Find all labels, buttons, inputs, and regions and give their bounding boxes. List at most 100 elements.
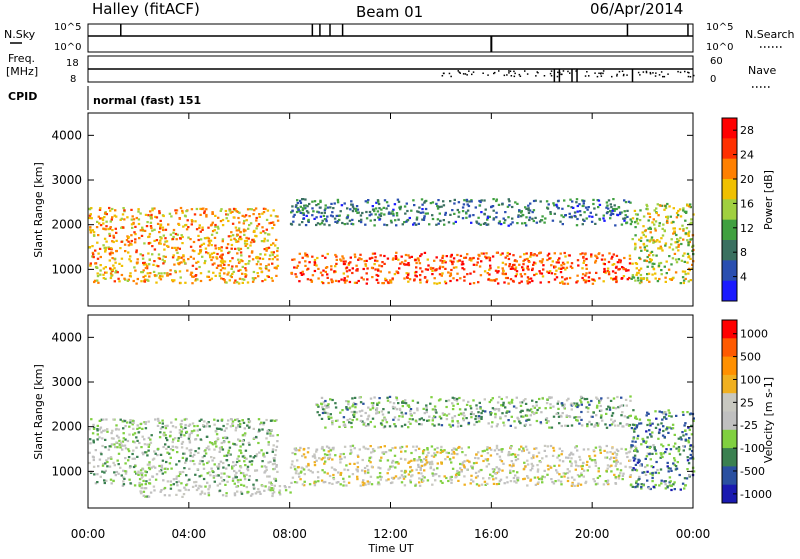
data-cell	[247, 227, 250, 230]
data-cell	[550, 272, 554, 275]
data-cell	[363, 470, 367, 473]
data-cell	[364, 223, 367, 226]
data-cell	[346, 418, 349, 422]
data-cell	[238, 425, 242, 428]
data-cell	[606, 204, 609, 207]
data-cell	[204, 247, 208, 250]
nave-point	[693, 74, 695, 77]
data-cell	[626, 209, 629, 212]
data-cell	[240, 254, 243, 257]
data-cell	[435, 202, 438, 205]
data-cell	[109, 478, 113, 481]
data-cell	[501, 203, 504, 206]
data-cell	[480, 252, 483, 255]
data-cell	[346, 222, 349, 225]
data-cell	[265, 218, 269, 221]
data-cell	[123, 477, 126, 480]
data-cell	[633, 423, 636, 427]
data-cell	[477, 417, 480, 420]
data-cell	[631, 262, 634, 265]
data-cell	[209, 256, 212, 259]
data-cell	[109, 226, 112, 229]
data-cell	[495, 198, 498, 201]
data-cell	[159, 225, 162, 228]
data-cell	[221, 240, 224, 243]
data-cell	[122, 444, 125, 447]
data-cell	[450, 452, 454, 455]
data-cell	[477, 451, 480, 454]
data-cell	[472, 270, 476, 273]
data-cell	[500, 460, 504, 463]
data-cell	[466, 468, 469, 471]
data-cell	[424, 200, 427, 203]
data-cell	[102, 267, 105, 270]
data-cell	[422, 407, 425, 410]
data-cell	[688, 428, 691, 431]
data-cell	[677, 239, 681, 242]
data-cell	[495, 483, 499, 486]
data-cell	[180, 256, 183, 259]
data-cell	[413, 458, 416, 461]
data-cell	[635, 417, 638, 420]
data-cell	[350, 421, 353, 425]
data-cell	[327, 457, 330, 460]
data-cell	[140, 271, 143, 274]
data-cell	[681, 411, 685, 414]
data-cell	[569, 460, 572, 463]
data-cell	[549, 466, 553, 469]
data-cell	[324, 411, 327, 414]
data-cell	[562, 406, 566, 409]
data-cell	[415, 275, 418, 278]
data-cell	[486, 459, 489, 462]
data-cell	[656, 423, 660, 426]
data-cell	[526, 265, 529, 268]
data-cell	[490, 412, 493, 415]
data-cell	[555, 261, 558, 264]
data-cell	[664, 276, 667, 279]
data-cell	[415, 270, 418, 274]
colorbar-segment	[722, 138, 737, 160]
data-cell	[154, 466, 157, 469]
data-cell	[661, 445, 665, 448]
data-cell	[402, 262, 406, 265]
data-cell	[165, 437, 168, 440]
data-cell	[536, 464, 539, 467]
data-cell	[692, 470, 696, 473]
data-cell	[522, 399, 526, 402]
data-cell	[683, 487, 686, 490]
data-cell	[517, 454, 520, 457]
data-cell	[395, 270, 398, 273]
data-cell	[348, 219, 352, 222]
data-cell	[523, 273, 527, 276]
data-cell	[631, 423, 635, 426]
data-cell	[89, 442, 92, 445]
data-cell	[650, 236, 654, 239]
data-cell	[144, 487, 148, 490]
data-cell	[609, 210, 612, 213]
data-cell	[626, 455, 629, 459]
data-cell	[444, 211, 447, 214]
data-cell	[657, 264, 661, 267]
data-cell	[614, 278, 618, 281]
data-cell	[452, 260, 455, 263]
data-cell	[495, 466, 498, 469]
data-cell	[357, 211, 360, 214]
data-cell	[660, 204, 664, 207]
data-cell	[146, 454, 149, 457]
data-cell	[299, 271, 302, 275]
data-cell	[612, 208, 615, 211]
data-cell	[321, 408, 325, 411]
data-cell	[416, 401, 420, 404]
data-cell	[121, 484, 125, 487]
data-cell	[556, 412, 560, 415]
data-cell	[463, 279, 466, 282]
data-cell	[102, 222, 105, 225]
data-cell	[321, 406, 324, 409]
data-cell	[664, 205, 667, 208]
data-cell	[639, 267, 643, 270]
data-cell	[491, 421, 494, 424]
data-cell	[457, 201, 461, 204]
data-cell	[566, 476, 570, 479]
data-cell	[610, 464, 613, 467]
data-cell	[642, 484, 645, 487]
